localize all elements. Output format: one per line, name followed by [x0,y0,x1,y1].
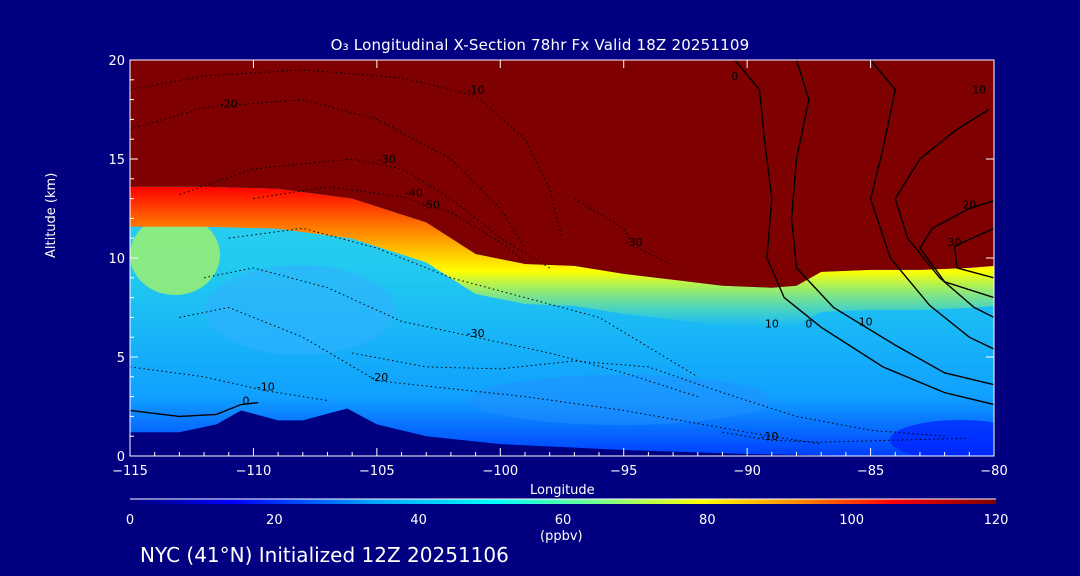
contour-label: -50 [422,199,440,212]
contour-label: -10 [257,381,275,394]
contour-label: -10 [467,84,485,97]
contour-label: 20 [962,199,976,212]
contour-line-positive [790,60,994,386]
colorbar-tick-label: 0 [126,513,134,528]
contour-line-negative [722,431,970,443]
contour-label: 0 [805,317,812,330]
x-tick-label: −95 [610,464,637,479]
y-tick-label: 20 [108,54,125,69]
contour-label: 0 [243,395,250,408]
terrain [130,408,994,456]
contour-label: -30 [467,327,485,340]
contour-line-negative [130,69,563,239]
colorbar-tick-label: 20 [266,513,283,528]
ozone-contours [130,60,994,445]
blue-patch-east [470,375,770,425]
contour-label: 10 [765,317,779,330]
contour-label: -30 [625,236,643,249]
contour-label: -40 [405,187,423,200]
contour-label: -10 [760,430,778,443]
contour-line-positive [894,108,994,319]
chart-title: O₃ Longitudinal X-Section 78hr Fx Valid … [330,36,750,54]
contour-line-negative [179,306,822,445]
colorbar-tick-label: 40 [410,513,427,528]
x-tick-label: −105 [359,464,395,479]
contour-line-positive [869,60,994,350]
contour-label: 10 [859,315,873,328]
y-tick-label: 0 [117,450,125,465]
y-tick-label: 10 [108,252,125,267]
x-tick-label: −100 [482,464,518,479]
colorbar-units: (ppbv) [540,529,583,544]
axes: −115 −110 −105 −100 −95 −90 −85 −80 0 5 10 15 20 [108,54,1007,479]
colorbar [130,499,996,504]
colorbar-tick-label: 100 [839,513,864,528]
contour-line-negative [253,186,526,263]
x-tick-label: −90 [733,464,760,479]
contour-label: -20 [220,98,238,111]
tropopause-transition-band [130,186,994,328]
y-tick-label: 5 [117,351,125,366]
contour-line-negative [203,267,698,398]
contour-line-positive [130,401,259,418]
contour-line-negative [130,366,328,402]
y-axis-label: Altitude (km) [44,172,59,258]
initialization-caption: NYC (41°N) Initialized 12Z 20251106 [140,543,509,567]
green-patch-west [130,215,220,295]
contour-line-negative [130,99,526,249]
x-tick-label: −110 [236,464,272,479]
blue-patch-center [205,265,395,355]
x-tick-label: −115 [112,464,148,479]
contour-line-negative [352,352,945,437]
ozone-heatmap: -20 -10 -30 -40-50 -30 -30 -20 -10 0 -10 10 0 10 20 30… [130,60,994,456]
colorbar-tick-label: 120 [984,513,1009,528]
contour-label: 10 [972,84,986,97]
y-tick-label: 15 [108,153,125,168]
stratospheric-ozone-region [130,60,994,288]
dark-blue-patch-east [890,420,994,456]
contour-line-negative [228,227,699,378]
contour-line-positive [734,60,994,406]
contour-line-positive [953,227,994,279]
contour-label: 30 [948,236,962,249]
colorbar-ticks: 0 20 40 60 80 100 120 [126,513,1009,528]
colorbar-tick-label: 80 [699,513,716,528]
contour-line-negative [574,198,674,267]
colorbar-tick-label: 60 [555,513,572,528]
x-tick-label: −85 [857,464,884,479]
contour-label: -30 [378,153,396,166]
contour-line-positive [919,199,994,299]
x-tick-label: −80 [980,464,1007,479]
contour-labels: -20 -10 -30 -40-50 -30 -30 -20 -10 0 -10 10 0 10 20 30… [220,70,986,443]
contour-label: -20 [370,371,388,384]
x-axis-label: Longitude [530,483,595,498]
contour-label: 0 [731,70,738,83]
